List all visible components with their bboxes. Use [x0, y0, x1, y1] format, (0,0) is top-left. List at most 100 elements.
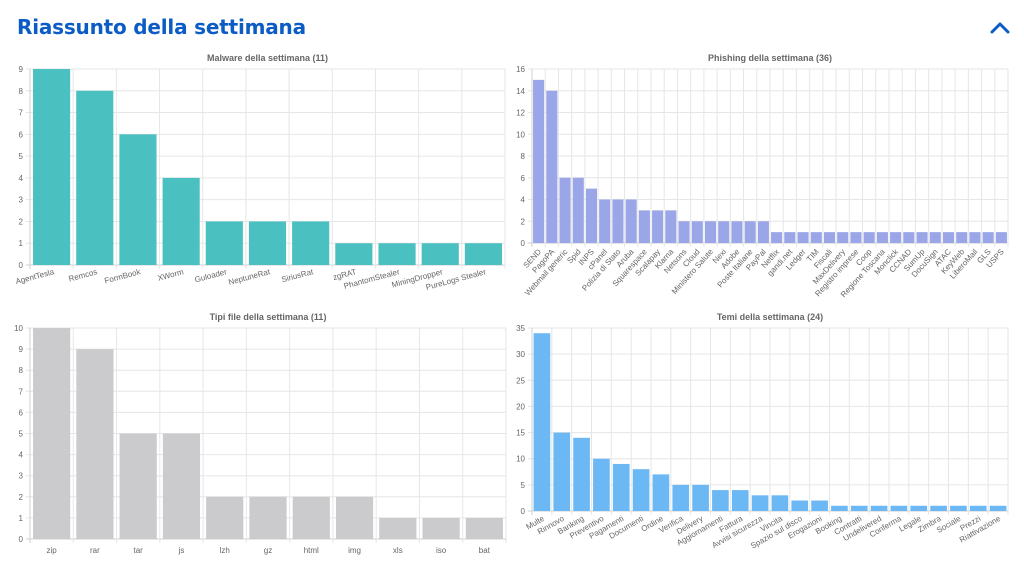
- bar[interactable]: [379, 517, 417, 539]
- bar[interactable]: [744, 221, 756, 243]
- bar[interactable]: [546, 90, 558, 243]
- bar[interactable]: [533, 79, 545, 243]
- collapse-button[interactable]: [988, 18, 1012, 38]
- bar[interactable]: [638, 210, 650, 243]
- bar[interactable]: [831, 505, 848, 511]
- bar[interactable]: [890, 232, 902, 243]
- bar[interactable]: [916, 232, 928, 243]
- bar[interactable]: [421, 243, 459, 265]
- bar[interactable]: [162, 433, 201, 540]
- bar[interactable]: [850, 232, 862, 243]
- bar[interactable]: [464, 243, 502, 265]
- bar[interactable]: [205, 221, 243, 265]
- bar[interactable]: [797, 232, 809, 243]
- bar[interactable]: [718, 221, 730, 243]
- x-tick-label: js: [178, 546, 185, 555]
- bar[interactable]: [969, 232, 981, 243]
- bar[interactable]: [632, 469, 650, 511]
- bar[interactable]: [969, 505, 987, 511]
- bar[interactable]: [810, 232, 822, 243]
- y-tick-label: 2: [19, 217, 24, 226]
- bar[interactable]: [929, 232, 941, 243]
- bar[interactable]: [791, 500, 809, 511]
- bar[interactable]: [989, 505, 1007, 511]
- y-tick-label: 8: [19, 366, 24, 375]
- y-tick-label: 15: [516, 429, 525, 438]
- bar[interactable]: [982, 232, 994, 243]
- bar[interactable]: [553, 432, 571, 511]
- bar[interactable]: [76, 90, 114, 266]
- bar[interactable]: [119, 134, 157, 265]
- bar[interactable]: [585, 188, 598, 243]
- bar[interactable]: [870, 505, 888, 511]
- bar[interactable]: [248, 221, 287, 265]
- bar[interactable]: [784, 232, 796, 243]
- y-tick-label: 2: [19, 493, 24, 502]
- bar[interactable]: [162, 177, 200, 265]
- bar[interactable]: [811, 500, 828, 511]
- bar[interactable]: [692, 484, 709, 511]
- bar[interactable]: [625, 199, 637, 244]
- bar[interactable]: [876, 232, 888, 243]
- bar[interactable]: [665, 210, 677, 243]
- bar[interactable]: [863, 232, 875, 243]
- bar[interactable]: [465, 517, 503, 539]
- bar[interactable]: [292, 496, 330, 539]
- bar[interactable]: [823, 232, 836, 243]
- y-tick-label: 7: [19, 387, 24, 396]
- file-types-chart: Tipi file della settimana (11) 0 1 2 3 4 5 6 7 8 9…: [0, 308, 512, 570]
- bar[interactable]: [572, 177, 584, 243]
- bar[interactable]: [559, 177, 571, 243]
- bar[interactable]: [573, 437, 590, 511]
- bar[interactable]: [422, 517, 460, 539]
- bar[interactable]: [599, 199, 611, 244]
- bar[interactable]: [731, 490, 749, 511]
- bar[interactable]: [757, 221, 769, 243]
- bar[interactable]: [712, 490, 729, 511]
- bar[interactable]: [378, 243, 416, 265]
- bar[interactable]: [249, 496, 287, 539]
- x-tick-label: SiriusRat: [281, 267, 315, 284]
- bar[interactable]: [672, 484, 690, 511]
- bar[interactable]: [704, 221, 717, 243]
- bar[interactable]: [956, 232, 968, 243]
- bar[interactable]: [33, 328, 71, 539]
- bar[interactable]: [771, 495, 789, 511]
- bar[interactable]: [533, 333, 551, 511]
- bar[interactable]: [33, 69, 71, 265]
- bar[interactable]: [652, 474, 670, 511]
- x-tick-label: XWorm: [157, 267, 185, 283]
- bar[interactable]: [930, 505, 947, 511]
- bar[interactable]: [612, 199, 624, 244]
- bar[interactable]: [593, 458, 610, 511]
- bar[interactable]: [119, 433, 157, 540]
- bar[interactable]: [76, 349, 114, 539]
- y-tick-label: 9: [19, 65, 24, 74]
- bar[interactable]: [731, 221, 743, 243]
- y-tick-label: 0: [521, 507, 526, 516]
- bar[interactable]: [652, 210, 664, 243]
- bar[interactable]: [612, 463, 630, 511]
- bar[interactable]: [903, 232, 915, 243]
- bar[interactable]: [751, 495, 769, 511]
- chart-title: Temi della settimana (24): [717, 312, 823, 322]
- malware-chart: Malware della settimana (11) 0 1 2 3 4 5 6 7 8 9 Ag…: [0, 50, 512, 300]
- bar[interactable]: [771, 232, 783, 243]
- y-tick-label: 5: [19, 430, 24, 439]
- y-tick-label: 0: [521, 239, 526, 248]
- bar[interactable]: [910, 505, 928, 511]
- bar[interactable]: [950, 505, 967, 511]
- bar[interactable]: [206, 496, 244, 539]
- y-tick-label: 4: [19, 174, 24, 183]
- bar[interactable]: [691, 221, 703, 243]
- bar[interactable]: [335, 496, 374, 539]
- bar[interactable]: [850, 505, 868, 511]
- bar[interactable]: [995, 232, 1007, 243]
- bar[interactable]: [335, 243, 373, 265]
- bar[interactable]: [942, 232, 955, 243]
- bar[interactable]: [837, 232, 849, 243]
- bar[interactable]: [292, 221, 330, 265]
- section-header: Riassunto della settimana: [0, 0, 1024, 56]
- bar[interactable]: [678, 221, 690, 243]
- bar[interactable]: [890, 505, 908, 511]
